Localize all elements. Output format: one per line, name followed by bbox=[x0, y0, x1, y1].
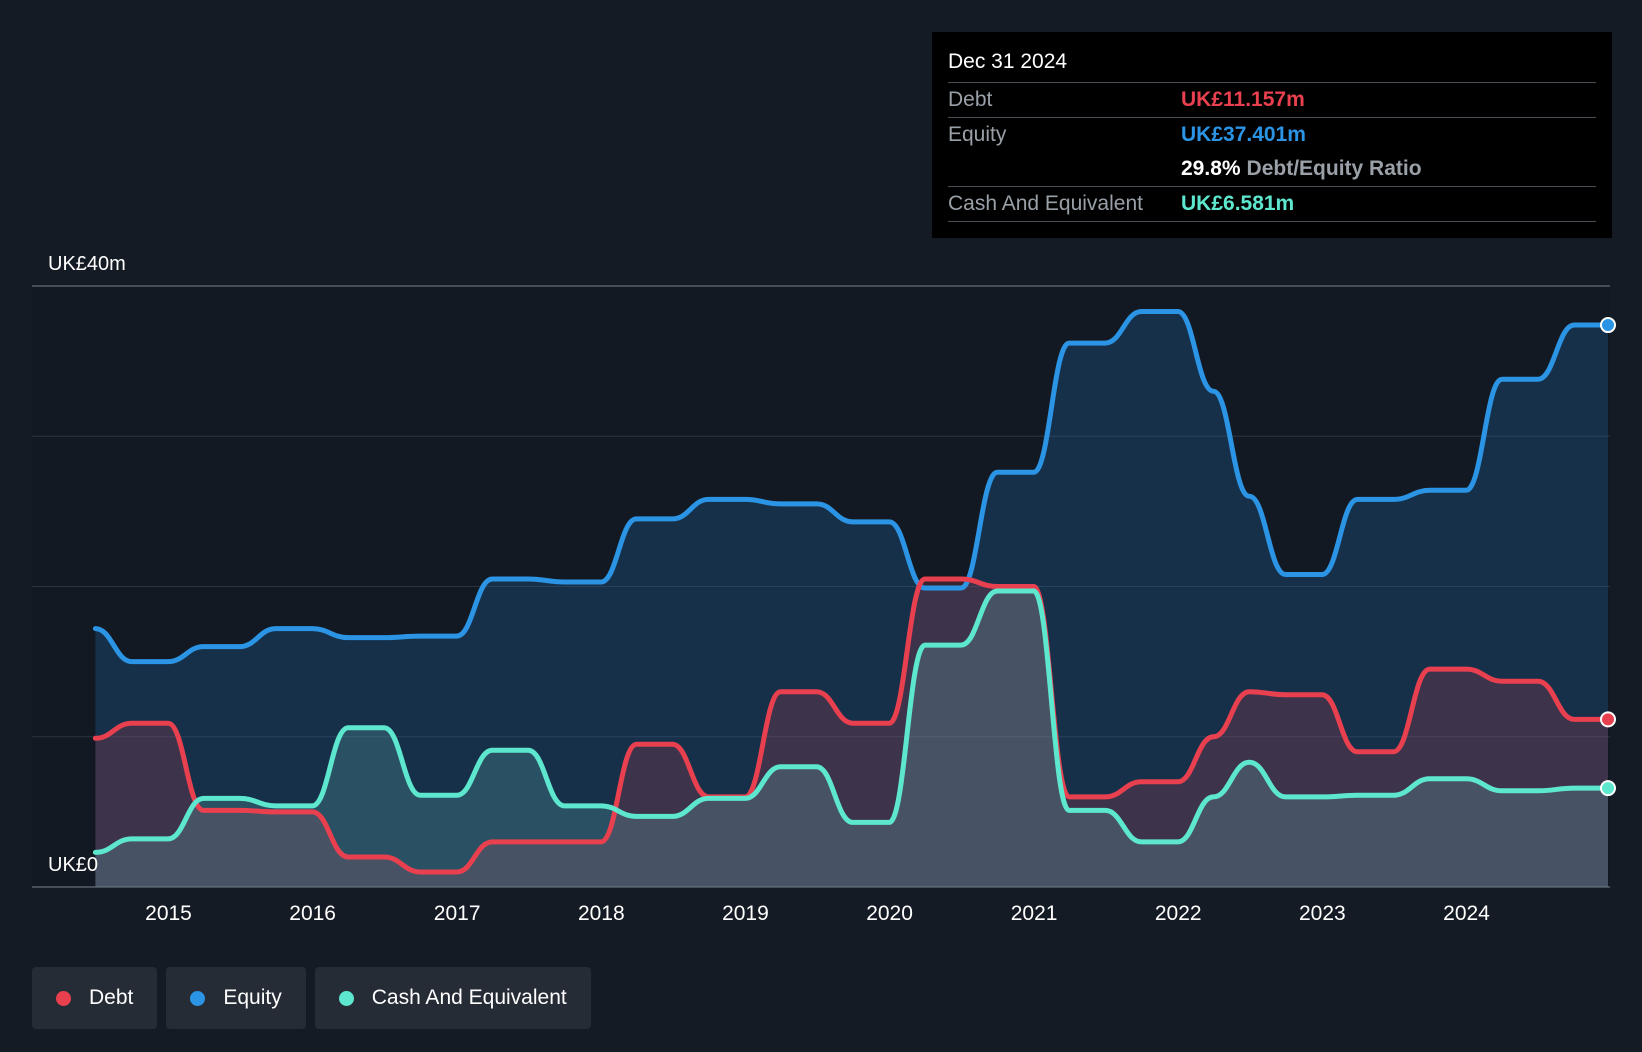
tooltip-ratio-row: 29.8% Debt/Equity Ratio bbox=[948, 152, 1596, 187]
grid-lines bbox=[32, 285, 1610, 888]
equity-area bbox=[95, 311, 1608, 887]
tooltip-equity-row: Equity UK£37.401m bbox=[948, 118, 1596, 152]
legend-item-debt[interactable]: Debt bbox=[32, 967, 158, 1029]
x-tick-label: 2022 bbox=[1155, 902, 1202, 925]
equity-end-marker bbox=[1600, 317, 1616, 334]
legend-item-equity[interactable]: Equity bbox=[166, 967, 306, 1029]
debt-end-marker bbox=[1600, 711, 1616, 728]
x-tick-label: 2020 bbox=[866, 902, 913, 925]
y-axis-max-label: UK£40m bbox=[48, 253, 126, 275]
cash-and-equivalent-end-marker bbox=[1600, 780, 1616, 797]
legend-cash-label: Cash And Equivalent bbox=[371, 986, 567, 1009]
legend-item-cash[interactable]: Cash And Equivalent bbox=[314, 967, 591, 1029]
x-tick-label: 2024 bbox=[1443, 902, 1490, 925]
cash-and-equivalent-area bbox=[95, 591, 1608, 887]
cash-and-equivalent-line bbox=[92, 588, 1611, 855]
x-tick-label: 2023 bbox=[1299, 902, 1346, 925]
series-lines bbox=[92, 309, 1611, 875]
debt-dot-icon bbox=[56, 990, 71, 1006]
x-tick-label: 2015 bbox=[145, 902, 192, 925]
series-areas bbox=[95, 311, 1608, 887]
debt-area bbox=[95, 579, 1608, 887]
chart-legend: Debt Equity Cash And Equivalent bbox=[32, 967, 591, 1029]
y-axis-min-label: UK£0 bbox=[48, 854, 98, 876]
equity-line bbox=[92, 309, 1611, 665]
x-axis-ticks: 2015 2016 2017 2018 2019 2020 2021 2022 2023 2024 bbox=[145, 902, 1490, 925]
debt-line bbox=[92, 576, 1611, 875]
tooltip-cash-row: Cash And Equivalent UK£6.581m bbox=[948, 187, 1596, 222]
tooltip-equity-value: UK£37.401m bbox=[1181, 123, 1306, 146]
x-tick-label: 2018 bbox=[578, 902, 625, 925]
cash-dot-icon bbox=[338, 990, 354, 1006]
tooltip-debt-label: Debt bbox=[948, 88, 993, 111]
tooltip-cash-value: UK£6.581m bbox=[1181, 192, 1295, 215]
tooltip-cash-label: Cash And Equivalent bbox=[948, 192, 1143, 215]
series-end-markers bbox=[1600, 317, 1616, 797]
equity-dot-icon bbox=[190, 990, 206, 1006]
tooltip-ratio-value: 29.8% bbox=[1181, 157, 1241, 180]
tooltip-ratio-label: Debt/Equity Ratio bbox=[1246, 157, 1422, 180]
tooltip-ratio-spacer bbox=[948, 152, 1181, 186]
tooltip-equity-label: Equity bbox=[948, 123, 1007, 146]
x-tick-label: 2016 bbox=[289, 902, 336, 925]
x-tick-label: 2019 bbox=[722, 902, 769, 925]
tooltip-debt-value: UK£11.157m bbox=[1181, 88, 1305, 111]
x-tick-label: 2017 bbox=[434, 902, 481, 925]
x-tick-label: 2021 bbox=[1011, 902, 1058, 925]
tooltip-debt-row: Debt UK£11.157m bbox=[948, 83, 1596, 118]
legend-equity-label: Equity bbox=[223, 986, 282, 1009]
tooltip-date: Dec 31 2024 bbox=[948, 46, 1596, 83]
legend-debt-label: Debt bbox=[89, 986, 134, 1009]
data-tooltip: Dec 31 2024 Debt UK£11.157m Equity UK£37… bbox=[932, 32, 1612, 238]
